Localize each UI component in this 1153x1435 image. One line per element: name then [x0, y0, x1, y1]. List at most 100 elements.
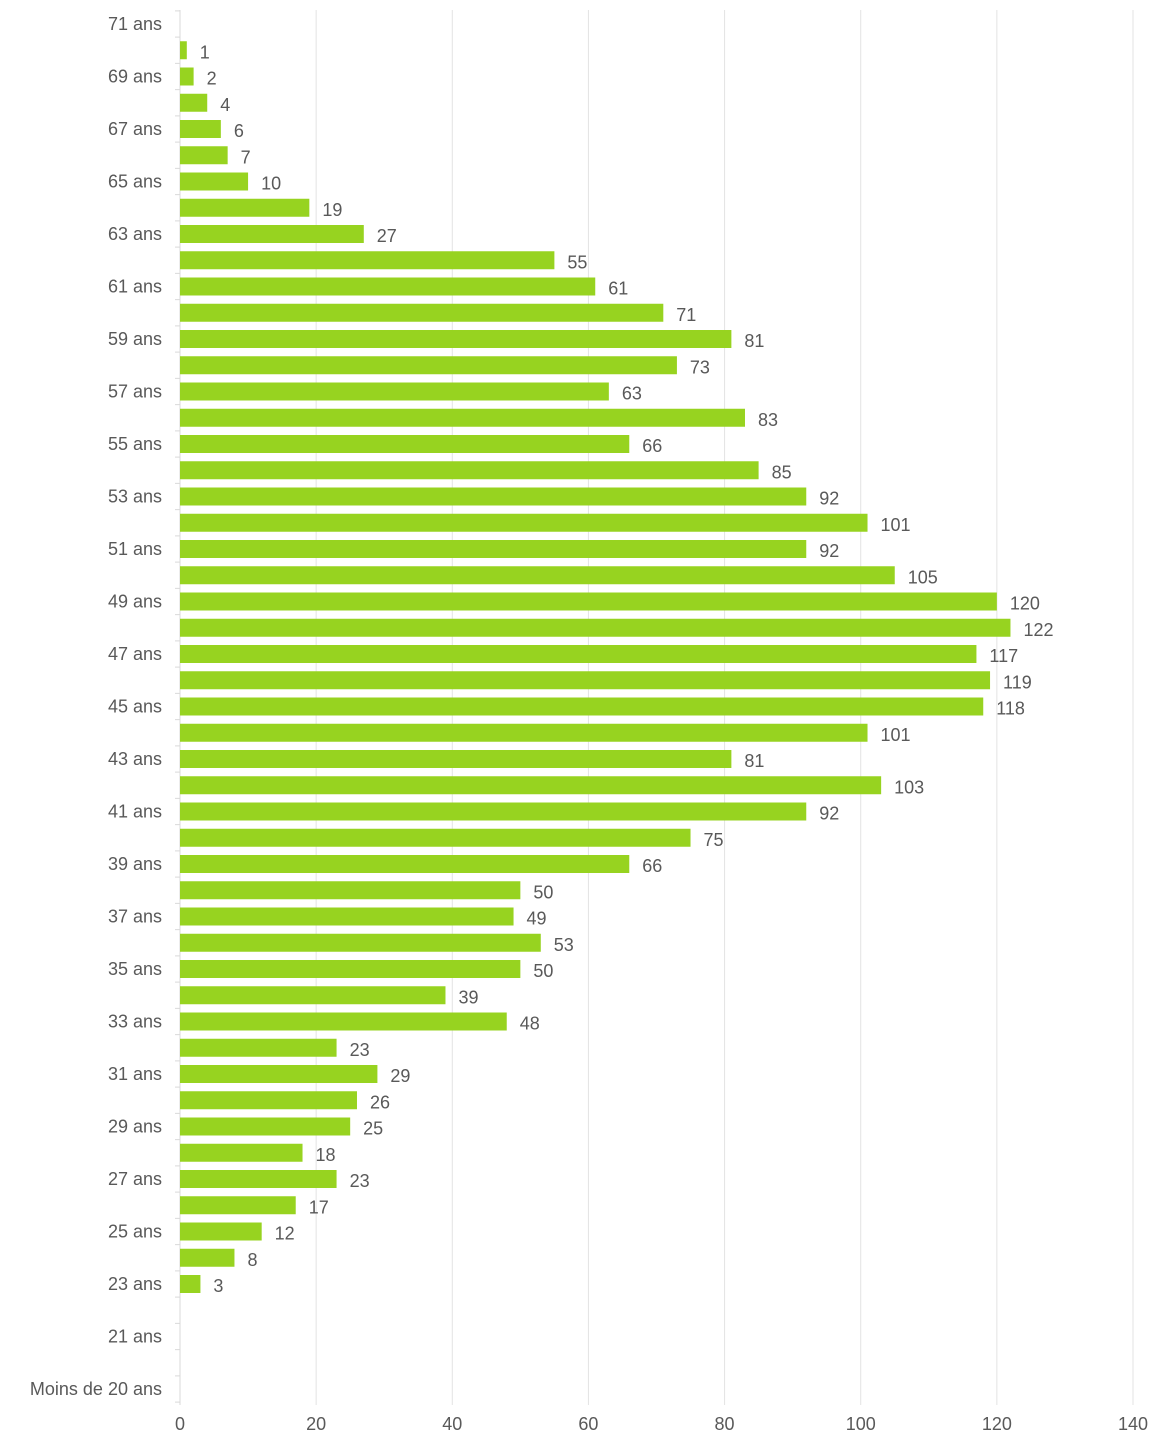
y-category-label: 67 ans — [108, 119, 162, 139]
bar — [180, 1196, 296, 1215]
y-category-label: 21 ans — [108, 1327, 162, 1347]
bar — [180, 303, 664, 322]
bar — [180, 723, 868, 742]
bar-value-label: 119 — [1003, 672, 1032, 692]
bar — [180, 1091, 357, 1110]
bar — [180, 513, 868, 532]
bar-value-label: 66 — [642, 856, 662, 876]
y-category-label: 25 ans — [108, 1222, 162, 1242]
y-category-label: 41 ans — [108, 802, 162, 822]
y-category-label: Moins de 20 ans — [30, 1379, 162, 1399]
bar — [180, 408, 745, 427]
bar-value-label: 49 — [527, 909, 547, 929]
bar — [180, 277, 596, 296]
bar-value-label: 6 — [234, 121, 244, 141]
bar-value-label: 92 — [819, 541, 839, 561]
bar — [180, 93, 208, 112]
bar — [180, 750, 732, 768]
y-category-label: 37 ans — [108, 907, 162, 927]
bar — [180, 225, 364, 243]
bar-value-label: 25 — [363, 1119, 383, 1139]
bar-value-label: 75 — [704, 830, 724, 850]
bar — [180, 881, 521, 900]
x-tick-label: 80 — [715, 1414, 735, 1434]
y-category-label: 35 ans — [108, 959, 162, 979]
y-category-label: 61 ans — [108, 277, 162, 297]
bar-value-label: 101 — [881, 725, 911, 745]
bar-value-label: 117 — [989, 646, 1018, 666]
bar — [180, 198, 310, 217]
bar-value-label: 92 — [819, 804, 839, 824]
bar-value-label: 10 — [261, 174, 281, 194]
bar — [180, 907, 514, 926]
bar — [180, 461, 759, 480]
bar-value-label: 105 — [908, 567, 938, 587]
bar — [180, 146, 228, 165]
bar-value-label: 83 — [758, 410, 778, 430]
bar — [180, 697, 984, 716]
bar-value-label: 27 — [377, 226, 397, 246]
bar-value-label: 53 — [554, 935, 574, 955]
bar — [180, 540, 807, 558]
bar — [180, 960, 521, 978]
bar-value-label: 3 — [213, 1276, 223, 1296]
bar-value-label: 122 — [1023, 620, 1053, 640]
bar — [180, 1143, 303, 1162]
y-category-label: 59 ans — [108, 329, 162, 349]
bar — [180, 1012, 507, 1031]
bar — [180, 1065, 378, 1083]
y-category-label: 43 ans — [108, 749, 162, 769]
y-category-label: 65 ans — [108, 172, 162, 192]
x-tick-label: 100 — [846, 1414, 876, 1434]
bar-value-label: 81 — [744, 751, 764, 771]
y-category-label: 45 ans — [108, 697, 162, 717]
bar-value-label: 61 — [608, 279, 628, 299]
bar — [180, 120, 221, 138]
x-tick-label: 120 — [982, 1414, 1012, 1434]
y-category-label: 63 ans — [108, 224, 162, 244]
bar — [180, 487, 807, 506]
bar-value-label: 23 — [350, 1171, 370, 1191]
bar — [180, 1222, 262, 1241]
bar — [180, 1170, 337, 1188]
x-tick-label: 20 — [306, 1414, 326, 1434]
bar-value-label: 101 — [881, 515, 911, 535]
bar-value-label: 23 — [350, 1040, 370, 1060]
bar — [180, 1117, 351, 1136]
bar-value-label: 1 — [200, 42, 210, 62]
bar — [180, 671, 991, 690]
bar-value-label: 8 — [247, 1250, 257, 1270]
y-category-label: 39 ans — [108, 854, 162, 874]
bar — [180, 618, 1011, 637]
bar — [180, 802, 807, 821]
bar-value-label: 29 — [390, 1066, 410, 1086]
bar-value-label: 26 — [370, 1092, 390, 1112]
bar — [180, 172, 249, 191]
y-category-label: 51 ans — [108, 539, 162, 559]
bar — [180, 1038, 337, 1057]
bar — [180, 435, 630, 453]
bar-value-label: 18 — [316, 1145, 336, 1165]
bar-value-label: 50 — [533, 882, 553, 902]
bar-value-label: 50 — [533, 961, 553, 981]
y-category-label: 27 ans — [108, 1169, 162, 1189]
bar — [180, 67, 194, 86]
bar-value-label: 4 — [220, 95, 230, 115]
y-category-label: 49 ans — [108, 592, 162, 612]
bar — [180, 41, 187, 60]
bar — [180, 356, 677, 375]
y-category-label: 57 ans — [108, 382, 162, 402]
bar — [180, 251, 555, 270]
y-category-label: 71 ans — [108, 14, 162, 34]
x-tick-label: 40 — [442, 1414, 462, 1434]
bar-value-label: 118 — [996, 699, 1025, 719]
y-category-label: 47 ans — [108, 644, 162, 664]
bar — [180, 382, 609, 401]
bar-value-label: 17 — [309, 1197, 329, 1217]
bar-value-label: 71 — [676, 305, 696, 325]
bar-value-label: 7 — [241, 147, 251, 167]
bar — [180, 828, 691, 847]
bar — [180, 330, 732, 348]
y-category-label: 55 ans — [108, 434, 162, 454]
